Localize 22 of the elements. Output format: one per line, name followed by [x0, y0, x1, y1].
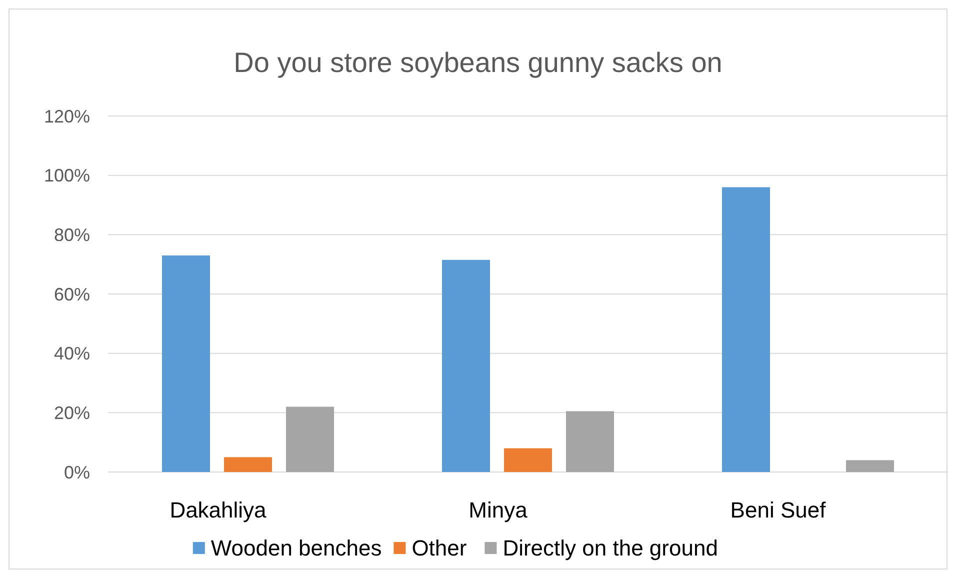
- y-tick-label: 20%: [54, 402, 90, 423]
- y-tick-label: 60%: [54, 284, 90, 304]
- x-tick-label: Minya: [468, 498, 528, 523]
- legend-label: Other: [412, 536, 467, 561]
- bar: [442, 260, 490, 472]
- chart-title: Do you store soybeans gunny sacks on: [234, 47, 722, 78]
- y-tick-label: 100%: [44, 166, 90, 186]
- bar: [504, 448, 552, 472]
- x-tick-label: Dakahliya: [170, 498, 268, 523]
- bar: [846, 460, 894, 472]
- y-tick-label: 40%: [54, 344, 90, 364]
- legend-label: Wooden benches: [210, 536, 382, 561]
- bar: [722, 187, 770, 472]
- y-tick-label: 80%: [54, 224, 90, 245]
- y-tick-label: 120%: [44, 106, 90, 126]
- bar: [224, 457, 272, 472]
- y-tick-label: 0%: [64, 462, 90, 482]
- bar: [566, 411, 614, 472]
- bar: [162, 255, 210, 472]
- bar: [286, 406, 334, 472]
- x-tick-label: Beni Suef: [730, 498, 827, 523]
- legend-label: Directly on the ground: [502, 536, 718, 561]
